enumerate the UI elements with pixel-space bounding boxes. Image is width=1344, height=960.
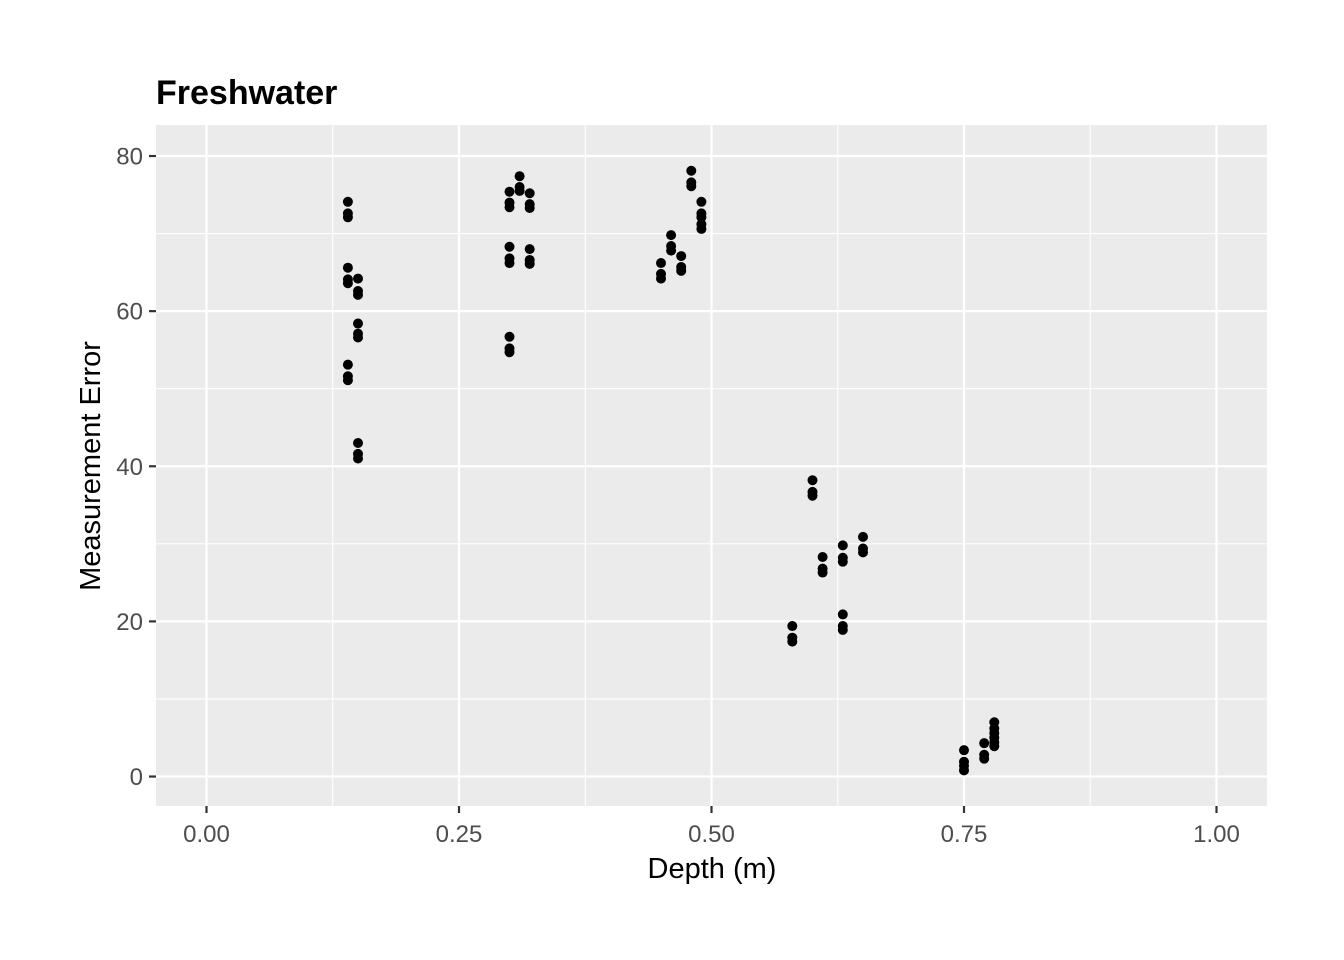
x-tick-label: 0.75 [941, 821, 988, 848]
data-point [353, 332, 363, 343]
y-tick-label: 40 [116, 454, 143, 481]
data-point [504, 258, 515, 269]
data-point [837, 624, 848, 635]
data-point [504, 331, 515, 342]
data-point [696, 223, 707, 234]
data-points [342, 165, 1000, 776]
data-point [504, 202, 515, 213]
major-gridlines [156, 125, 1267, 806]
data-point [686, 165, 697, 176]
data-point [959, 765, 969, 776]
data-point [807, 475, 818, 486]
chart-title: Freshwater [156, 74, 337, 112]
data-point [342, 278, 353, 289]
x-tick-label: 0.50 [688, 821, 735, 848]
data-point [656, 273, 666, 284]
data-point [504, 186, 515, 197]
data-point [696, 196, 707, 207]
y-tick-label: 20 [116, 609, 143, 636]
data-point [524, 188, 535, 199]
data-point [514, 185, 525, 196]
data-point [686, 181, 697, 192]
data-point [342, 212, 353, 223]
data-point [524, 202, 535, 213]
data-point [979, 738, 990, 749]
data-point [524, 244, 535, 255]
x-tick-label: 0.25 [436, 821, 483, 848]
y-axis-title: Measurement Error [75, 341, 107, 591]
data-point [514, 171, 525, 182]
x-axis-title: Depth (m) [648, 853, 777, 885]
axis-ticks [149, 154, 1218, 813]
data-point [504, 347, 515, 358]
data-point [524, 258, 535, 269]
data-point [837, 609, 848, 620]
data-point [353, 289, 363, 300]
data-point [979, 753, 990, 764]
data-point [989, 741, 1000, 752]
data-point [504, 241, 515, 252]
data-point [353, 438, 363, 449]
axis-tick-labels: 0.00 0.25 0.50 0.75 1.00 0 20 40 60 80 [116, 144, 1240, 848]
data-point [666, 230, 677, 241]
data-point [353, 273, 363, 284]
data-point [342, 262, 353, 273]
data-point [696, 212, 707, 223]
x-tick-label: 1.00 [1193, 821, 1240, 848]
data-point [342, 375, 353, 386]
data-point [858, 547, 868, 558]
data-point [656, 258, 666, 269]
data-point [342, 196, 353, 207]
x-tick-label: 0.00 [183, 821, 230, 848]
data-point [666, 245, 677, 256]
data-point [959, 745, 969, 756]
data-point [342, 359, 353, 370]
data-point [858, 531, 868, 542]
data-point [353, 318, 363, 329]
data-point [837, 556, 848, 567]
data-point [837, 540, 848, 551]
y-tick-label: 60 [116, 299, 143, 326]
data-point [787, 636, 798, 647]
y-tick-label: 0 [130, 764, 143, 791]
data-point [676, 265, 687, 276]
data-point [807, 490, 818, 501]
data-point [676, 251, 687, 262]
data-point [817, 567, 828, 578]
y-tick-label: 80 [116, 144, 143, 171]
data-point [817, 552, 828, 563]
data-point [353, 453, 363, 464]
data-point [787, 621, 798, 632]
